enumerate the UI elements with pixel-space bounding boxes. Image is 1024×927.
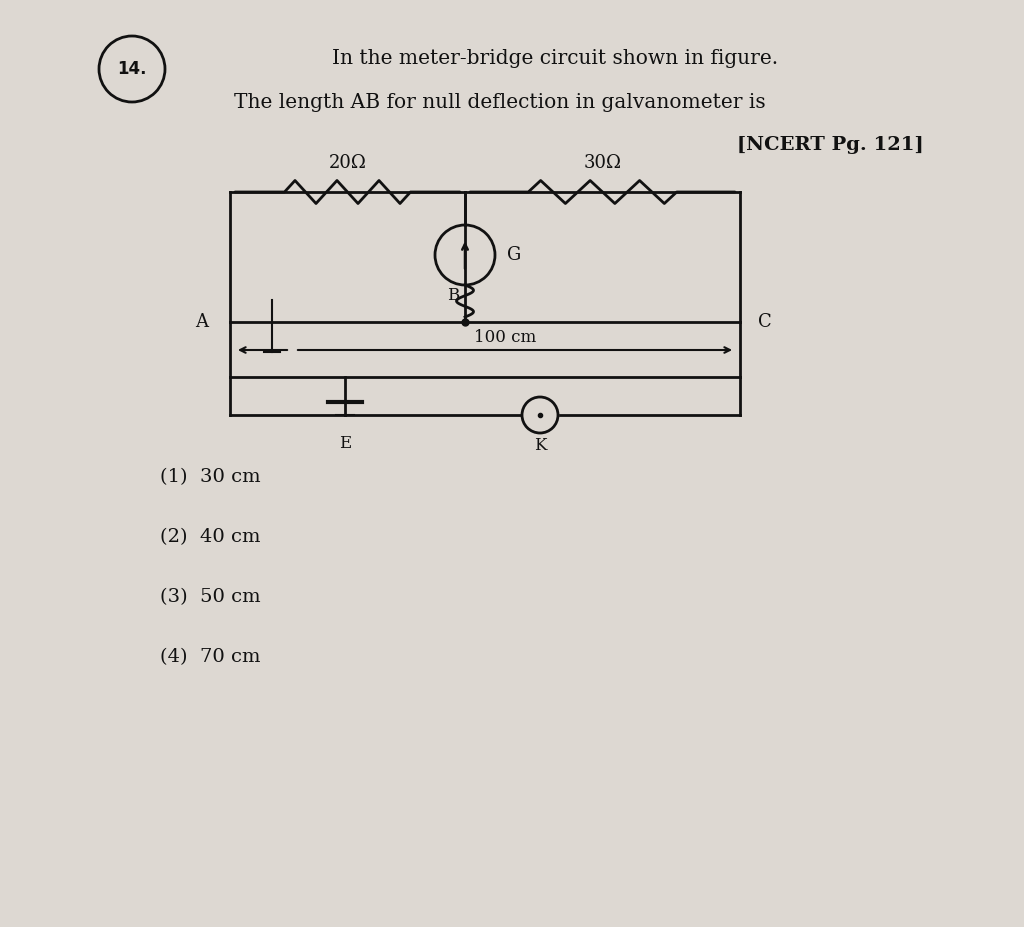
- Text: E: E: [339, 435, 351, 452]
- Text: 30Ω: 30Ω: [584, 154, 622, 172]
- Text: (2)  40 cm: (2) 40 cm: [160, 528, 260, 546]
- Text: B: B: [446, 287, 459, 304]
- Text: (1)  30 cm: (1) 30 cm: [160, 468, 261, 486]
- Text: [NCERT Pg. 121]: [NCERT Pg. 121]: [736, 136, 924, 154]
- Text: In the meter-bridge circuit shown in figure.: In the meter-bridge circuit shown in fig…: [332, 49, 778, 69]
- Text: The length AB for null deflection in galvanometer is: The length AB for null deflection in gal…: [234, 93, 766, 111]
- Text: 20Ω: 20Ω: [329, 154, 367, 172]
- Text: 100 cm: 100 cm: [474, 329, 537, 346]
- Text: (4)  70 cm: (4) 70 cm: [160, 648, 260, 666]
- Text: (3)  50 cm: (3) 50 cm: [160, 588, 261, 606]
- Text: 14.: 14.: [118, 60, 146, 78]
- Text: C: C: [758, 313, 772, 331]
- Text: K: K: [534, 437, 546, 454]
- Text: A: A: [195, 313, 208, 331]
- Text: G: G: [507, 246, 521, 264]
